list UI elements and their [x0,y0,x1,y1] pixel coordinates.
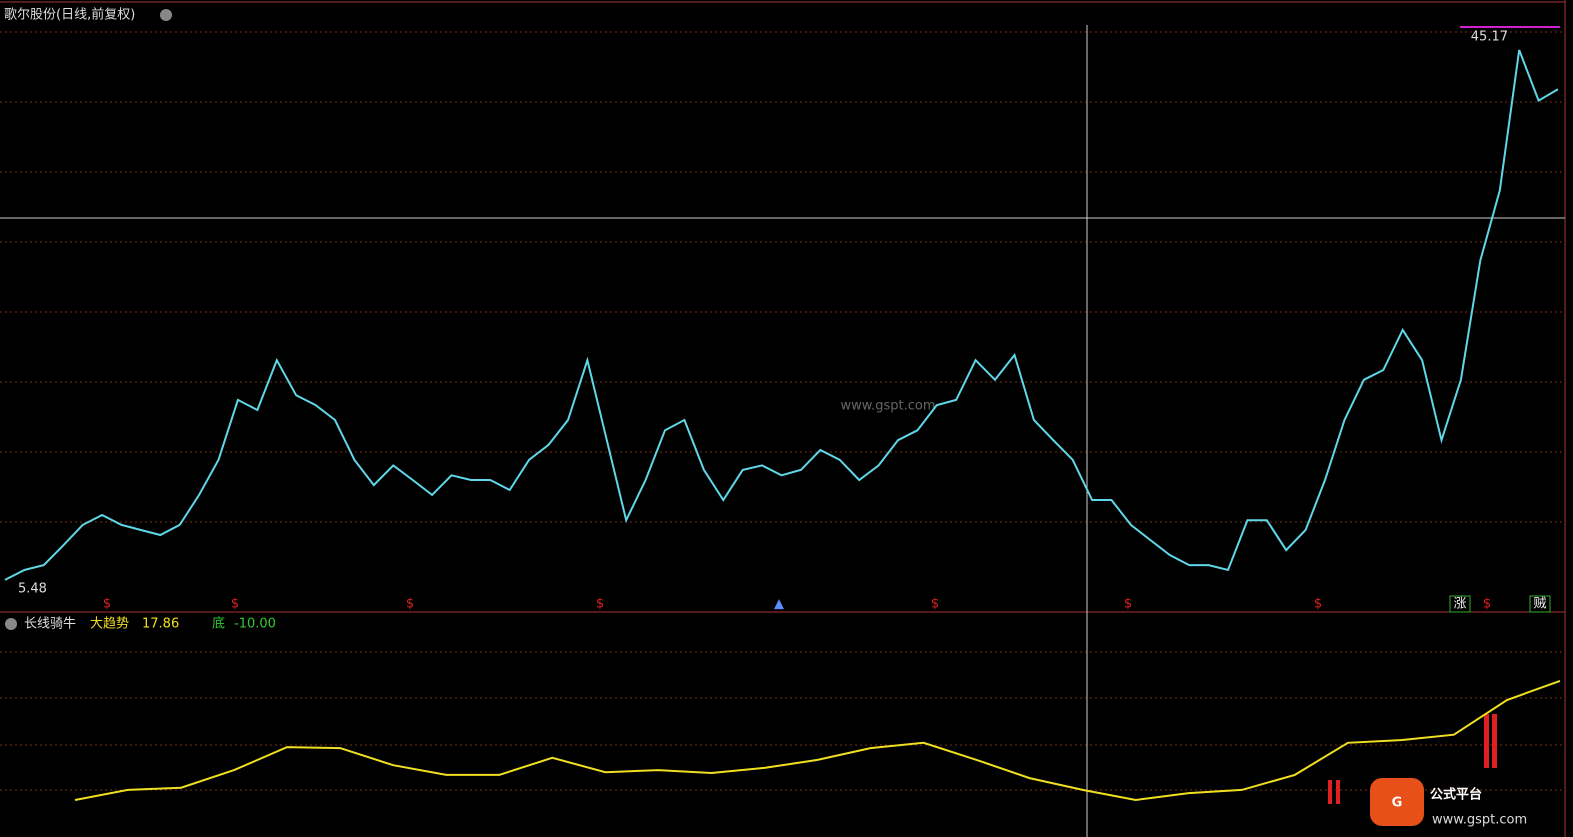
signal-bar [1484,714,1489,768]
chart-title: 歌尔股份(日线,前复权) [4,7,135,23]
bottom-value: -10.00 [234,617,276,632]
signal-label: $ [1124,597,1132,612]
signal-bar [1492,714,1497,768]
signal-box [1529,595,1551,613]
logo: G 公式平台 www.gspt.com [1370,778,1527,828]
logo-name: 公式平台 [1430,787,1482,803]
menu-icon[interactable] [5,618,17,630]
signal-label: 涨 [1453,597,1466,612]
grid [0,31,1565,791]
series-line [74,679,1561,802]
logo-url: www.gspt.com [1432,813,1527,828]
menu-icon[interactable] [160,9,172,21]
signal-label: $ [1483,597,1491,612]
signal-bar [1328,780,1332,804]
signal-label: $ [596,597,604,612]
series-line [4,49,1559,581]
indicator-title: 长线骑牛 [24,617,76,632]
bottom-label: 底 [212,616,225,632]
high-label: 45.17 [1471,30,1508,45]
watermark: www.gspt.com [840,399,935,414]
signal-bar [1336,780,1340,804]
signal-label: 贼 [1533,597,1546,612]
signal-arrow: ▲ [774,597,784,612]
logo-glyph: G [1392,796,1403,811]
signal-label: $ [103,597,111,612]
series-label: 大趋势 [90,616,129,632]
signal-box [1449,595,1471,613]
signal-label: $ [931,597,939,612]
logo-icon [1370,778,1424,826]
signal-label: $ [406,597,414,612]
signal-label: $ [1314,597,1322,612]
low-label: 5.48 [18,582,47,597]
signal-label: $ [231,597,239,612]
series-value: 17.86 [142,617,179,632]
